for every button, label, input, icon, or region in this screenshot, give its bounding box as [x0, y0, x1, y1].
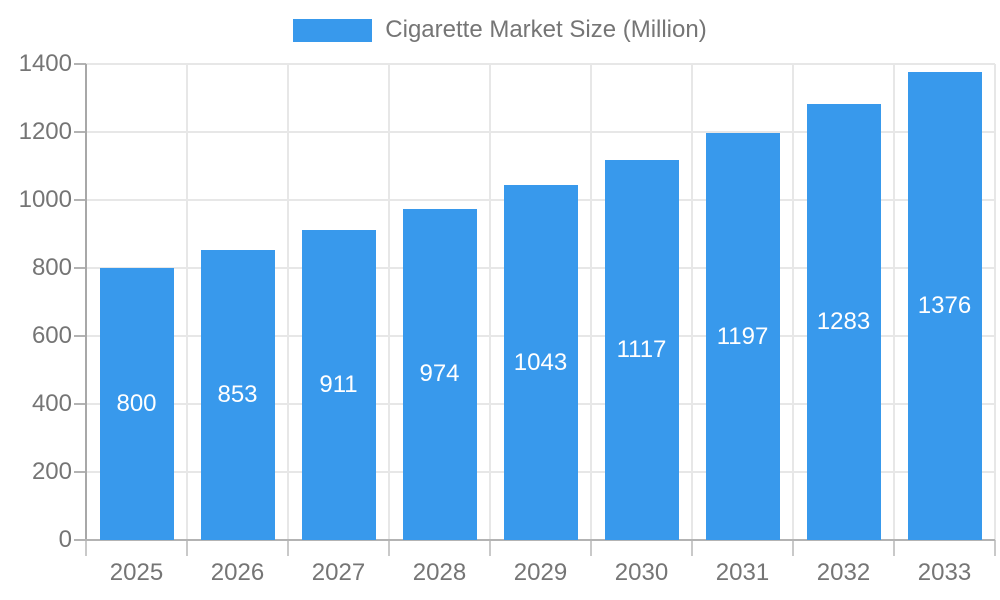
y-tick-label: 400: [31, 390, 72, 417]
x-tick-label: 2025: [109, 559, 164, 586]
y-tick-label: 1400: [18, 50, 72, 77]
bar-value-label: 853: [217, 380, 258, 408]
bar-2026: [200, 249, 275, 540]
bar-2033: [907, 72, 982, 540]
y-axis-tick: [74, 335, 86, 337]
x-axis-tick: [287, 540, 289, 556]
x-axis-tick: [893, 540, 895, 556]
bar-2030: [604, 160, 679, 540]
bar-2025: [99, 268, 174, 540]
bar-value-label: 1117: [616, 336, 667, 364]
bar-value-label: 911: [319, 371, 358, 399]
x-axis-tick: [489, 540, 491, 556]
gridline-vertical: [186, 64, 188, 540]
y-axis-tick: [74, 471, 86, 473]
bar-2028: [402, 208, 477, 540]
bar-value-label: 1376: [917, 292, 972, 320]
y-axis-tick: [74, 199, 86, 201]
y-axis-tick: [74, 131, 86, 133]
gridline-vertical: [590, 64, 592, 540]
bar-2027: [301, 230, 376, 540]
x-axis-tick: [994, 540, 996, 556]
x-tick-label: 2027: [311, 559, 366, 586]
x-axis-tick: [691, 540, 693, 556]
x-tick-label: 2033: [917, 559, 972, 586]
y-tick-label: 800: [31, 254, 72, 281]
bar-value-label: 974: [419, 360, 460, 388]
y-axis-line: [85, 64, 87, 540]
x-tick-label: 2030: [614, 559, 669, 586]
gridline-vertical: [792, 64, 794, 540]
y-axis-tick: [74, 63, 86, 65]
bar-value-label: 1197: [716, 322, 769, 350]
gridline-vertical: [994, 64, 996, 540]
gridline-vertical: [691, 64, 693, 540]
y-axis-tick: [74, 267, 86, 269]
x-axis-tick: [590, 540, 592, 556]
x-axis-tick: [388, 540, 390, 556]
bar-2031: [705, 133, 780, 540]
gridline-vertical: [489, 64, 491, 540]
bar-value-label: 1283: [816, 307, 871, 335]
x-axis-tick: [85, 540, 87, 556]
gridline-vertical: [893, 64, 895, 540]
y-tick-label: 0: [58, 526, 72, 553]
bar-value-label: 1043: [513, 348, 568, 376]
x-tick-label: 2028: [412, 559, 467, 586]
gridline-horizontal: [86, 63, 995, 65]
legend-swatch-icon: [293, 18, 373, 42]
gridline-vertical: [388, 64, 390, 540]
y-tick-label: 1200: [18, 118, 72, 145]
y-axis-tick: [74, 539, 86, 541]
y-tick-label: 200: [31, 458, 72, 485]
gridline-horizontal: [86, 131, 995, 133]
x-axis-tick: [792, 540, 794, 556]
chart-legend: Cigarette Market Size (Million): [0, 16, 1000, 44]
x-tick-label: 2031: [715, 559, 770, 586]
gridline-vertical: [287, 64, 289, 540]
x-axis-tick: [186, 540, 188, 556]
y-tick-label: 1000: [18, 186, 72, 213]
bar-2029: [503, 185, 578, 540]
x-tick-label: 2032: [816, 559, 871, 586]
x-tick-label: 2029: [513, 559, 568, 586]
bar-value-label: 800: [116, 390, 157, 417]
bar-2032: [806, 103, 881, 540]
x-axis-line: [85, 539, 995, 541]
legend-label: Cigarette Market Size (Million): [385, 16, 707, 43]
y-tick-label: 600: [31, 322, 72, 349]
y-axis-tick: [74, 403, 86, 405]
x-tick-label: 2026: [210, 559, 265, 586]
